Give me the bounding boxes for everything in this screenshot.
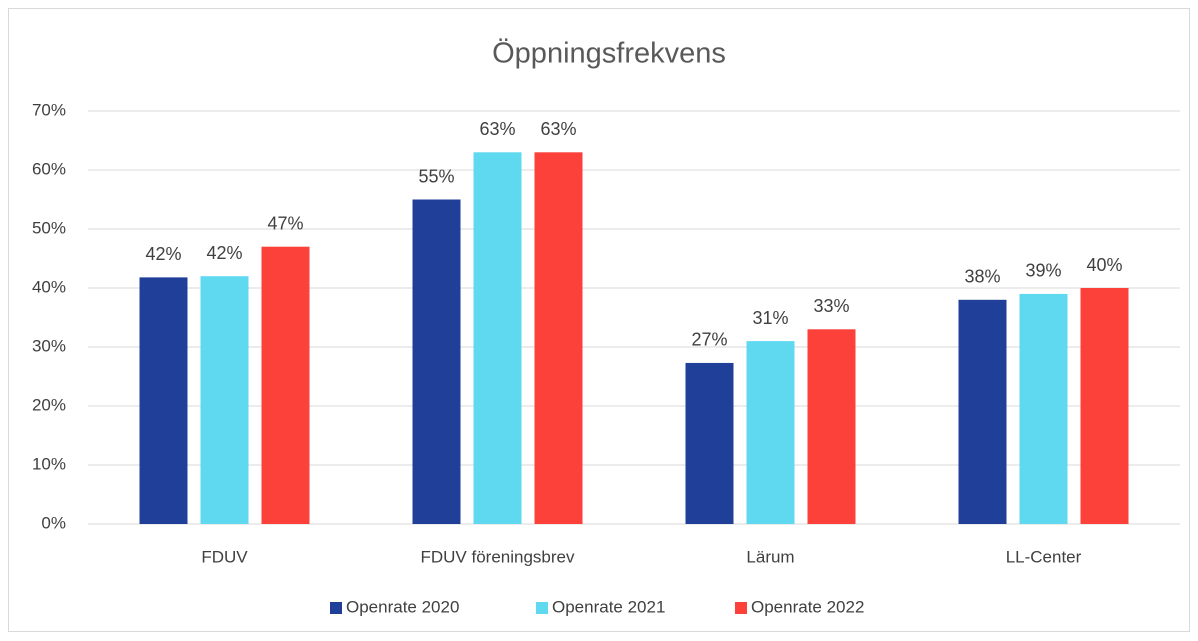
y-tick-label: 40%	[32, 277, 66, 296]
data-label: 42%	[206, 243, 242, 263]
y-tick-label: 70%	[32, 100, 66, 119]
data-label: 63%	[479, 119, 515, 139]
bar	[685, 362, 734, 524]
x-tick-label: FDUV	[201, 547, 248, 566]
bar	[473, 152, 522, 525]
bar	[1080, 288, 1129, 524]
y-tick-label: 50%	[32, 218, 66, 237]
legend-swatch	[330, 602, 342, 614]
y-tick-label: 0%	[41, 513, 66, 532]
bar	[139, 277, 188, 524]
x-tick-label: LL-Center	[1006, 547, 1082, 566]
data-label: 27%	[691, 330, 727, 350]
data-label: 38%	[964, 267, 1000, 287]
data-label: 47%	[267, 213, 303, 233]
y-tick-label: 20%	[32, 395, 66, 414]
data-label: 55%	[418, 166, 454, 186]
bar	[200, 276, 249, 524]
bar	[1019, 293, 1068, 524]
chart-title: Öppningsfrekvens	[492, 38, 726, 70]
legend-swatch	[735, 602, 747, 614]
data-label: 39%	[1025, 261, 1061, 281]
data-label: 33%	[813, 296, 849, 316]
data-label: 31%	[752, 308, 788, 328]
legend-label: Openrate 2022	[751, 597, 864, 616]
y-tick-label: 10%	[32, 454, 66, 473]
bar	[807, 329, 856, 524]
x-tick-label: Lärum	[746, 547, 794, 566]
data-label: 63%	[540, 119, 576, 139]
legend-label: Openrate 2020	[346, 597, 459, 616]
y-tick-label: 60%	[32, 159, 66, 178]
bar	[958, 299, 1007, 524]
bar	[534, 152, 583, 525]
bar	[746, 341, 795, 524]
x-tick-label: FDUV föreningsbrev	[420, 547, 575, 566]
data-label: 42%	[145, 244, 181, 264]
legend-swatch	[536, 602, 548, 614]
bar	[412, 199, 461, 524]
bar	[261, 246, 310, 524]
data-label: 40%	[1086, 255, 1122, 275]
legend-label: Openrate 2021	[552, 597, 665, 616]
y-tick-label: 30%	[32, 336, 66, 355]
